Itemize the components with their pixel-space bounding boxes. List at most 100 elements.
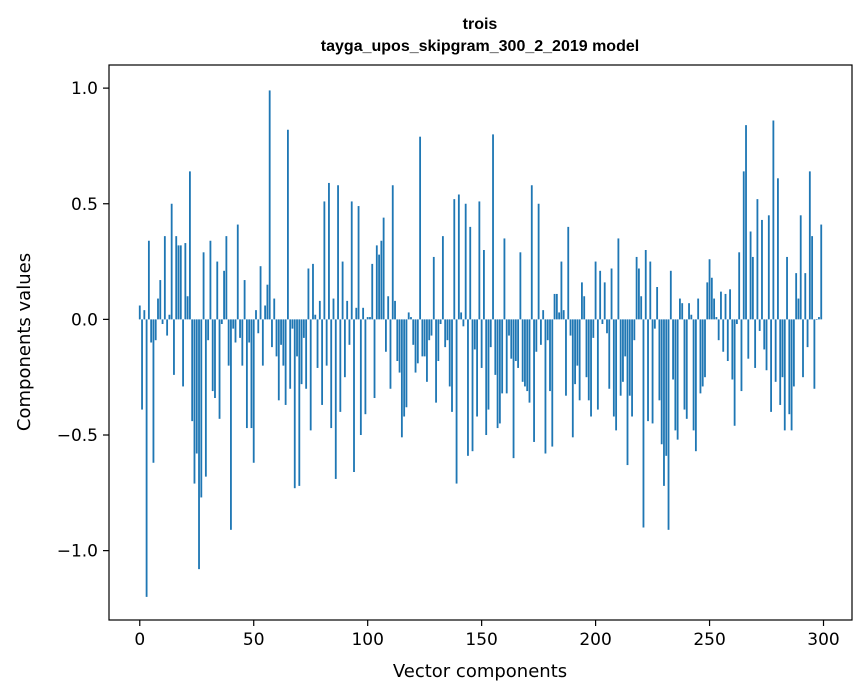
bar-47 [245, 319, 248, 429]
bar-279 [774, 319, 777, 382]
bar-172 [530, 185, 533, 320]
bar-173 [533, 319, 535, 442]
bar-206 [608, 319, 611, 389]
bar-10 [161, 319, 164, 325]
bar-259 [729, 289, 731, 320]
bar-228 [658, 319, 661, 401]
bar-244 [694, 319, 697, 452]
bar-32 [211, 319, 214, 392]
bar-87 [337, 185, 339, 320]
bar-190 [571, 319, 574, 438]
bar-255 [720, 291, 722, 320]
bar-283 [783, 319, 786, 431]
bar-56 [266, 284, 269, 320]
bar-14 [170, 203, 173, 320]
bar-167 [519, 252, 522, 320]
bar-208 [612, 319, 615, 417]
chart-title-line-1: trois [463, 16, 498, 33]
bar-226 [653, 319, 656, 329]
x-tick-label: 100 [351, 630, 383, 650]
bar-84 [330, 319, 333, 429]
bar-168 [521, 319, 524, 382]
bar-275 [765, 319, 768, 371]
bar-52 [257, 319, 260, 334]
bar-214 [626, 319, 629, 466]
bar-0 [138, 305, 141, 320]
bar-262 [735, 319, 738, 325]
bar-16 [175, 236, 178, 320]
bar-102 [371, 263, 374, 320]
bar-114 [398, 319, 401, 373]
bar-174 [535, 319, 538, 352]
x-tick-label: 50 [243, 630, 265, 650]
bar-97 [359, 319, 362, 436]
bar-136 [448, 319, 451, 387]
bar-296 [813, 319, 816, 389]
bar-67 [291, 319, 294, 329]
bar-181 [551, 319, 554, 447]
bar-27 [200, 319, 203, 498]
bar-203 [601, 319, 604, 325]
bar-43 [236, 224, 239, 320]
bar-143 [464, 203, 467, 320]
bar-276 [767, 215, 770, 320]
bar-199 [592, 319, 595, 338]
bar-154 [489, 319, 492, 348]
bar-131 [437, 319, 440, 362]
bar-123 [419, 136, 422, 320]
bar-148 [476, 319, 478, 417]
bar-126 [426, 319, 428, 382]
bar-88 [339, 319, 342, 412]
bar-85 [332, 298, 335, 320]
bar-160 [503, 238, 506, 320]
bar-177 [542, 310, 545, 320]
bar-1 [141, 319, 143, 410]
bar-26 [198, 319, 200, 570]
bar-29 [204, 319, 207, 477]
bar-171 [528, 319, 531, 403]
bar-194 [581, 282, 583, 320]
bar-101 [369, 317, 371, 320]
bar-205 [606, 319, 608, 334]
bar-290 [799, 215, 802, 320]
bar-139 [455, 319, 458, 484]
y-axis-ticks: −1.0 −0.5 0.0 0.5 1.0 [57, 79, 109, 562]
bar-19 [182, 319, 184, 387]
bar-60 [275, 319, 278, 357]
bar-232 [667, 319, 670, 530]
bar-169 [524, 319, 526, 387]
bar-44 [239, 319, 241, 338]
bar-112 [394, 300, 396, 320]
bar-23 [191, 319, 194, 422]
bar-289 [797, 298, 800, 320]
bar-297 [815, 319, 818, 320]
bars-group [138, 90, 823, 597]
bar-80 [321, 319, 324, 405]
y-tick-label: 0.5 [71, 195, 98, 215]
bar-61 [277, 319, 280, 401]
bar-298 [818, 317, 820, 320]
bar-295 [811, 236, 814, 320]
bar-18 [179, 245, 182, 320]
bar-270 [754, 319, 757, 368]
bar-166 [517, 319, 520, 368]
bar-95 [355, 307, 358, 320]
bar-34 [216, 261, 219, 320]
bar-55 [264, 305, 267, 320]
bar-108 [385, 319, 387, 352]
bar-250 [708, 259, 711, 320]
bar-89 [341, 261, 344, 320]
bar-48 [248, 319, 251, 343]
bar-31 [209, 240, 212, 320]
bar-216 [631, 319, 633, 417]
bar-11 [163, 236, 166, 320]
bar-127 [428, 319, 431, 341]
bar-86 [334, 319, 337, 479]
bar-53 [259, 266, 262, 320]
bar-63 [282, 319, 285, 366]
bar-215 [628, 319, 631, 396]
bar-15 [173, 319, 175, 375]
bar-129 [432, 256, 435, 320]
bar-121 [414, 319, 417, 373]
